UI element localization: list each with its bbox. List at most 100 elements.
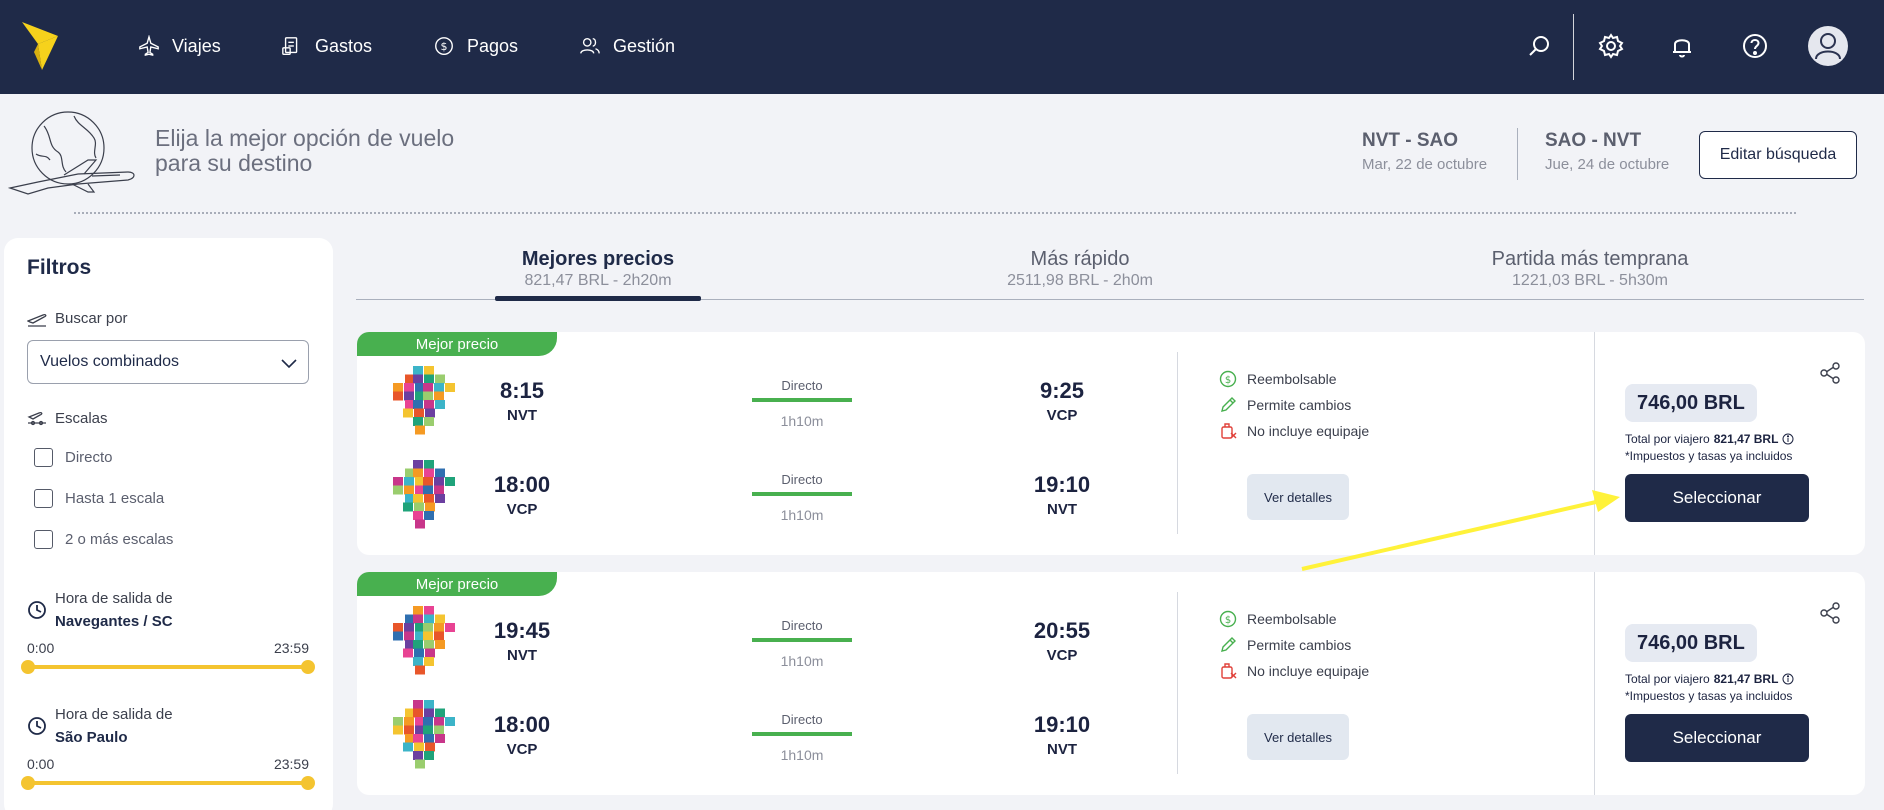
logo-tile xyxy=(393,725,403,735)
plane-icon xyxy=(139,35,159,57)
total-label: Total por viajero xyxy=(1625,432,1710,446)
logo-tile xyxy=(424,614,434,624)
logo-tile xyxy=(404,725,414,735)
tab-mejores-precios[interactable]: Mejores precios 821,47 BRL - 2h20m xyxy=(498,248,698,290)
logo-tile xyxy=(413,417,423,426)
info-icon[interactable] xyxy=(1782,433,1794,445)
edit-search-button[interactable]: Editar búsqueda xyxy=(1699,131,1857,179)
departure-place: São Paulo xyxy=(55,729,128,746)
checkbox[interactable] xyxy=(34,530,53,549)
logo-tile xyxy=(403,648,413,658)
slider-handle-start[interactable] xyxy=(21,660,35,674)
logo-tile xyxy=(404,631,414,641)
logo-tile xyxy=(415,485,425,495)
departure-time: 8:15 xyxy=(499,378,545,403)
nav-gastos[interactable]: Gastos xyxy=(281,32,372,60)
slider-handle-end[interactable] xyxy=(301,660,315,674)
logo-tile xyxy=(425,408,435,418)
gear-icon[interactable] xyxy=(1597,32,1625,60)
logo-tile xyxy=(435,374,445,384)
logo-tile xyxy=(434,623,444,632)
logo-icon[interactable] xyxy=(22,22,58,70)
help-icon[interactable] xyxy=(1741,32,1769,60)
logo-tile xyxy=(405,734,415,743)
card-divider xyxy=(1177,352,1178,534)
checkbox[interactable] xyxy=(34,489,53,508)
logo-tile xyxy=(403,502,413,512)
logo-tile xyxy=(404,383,414,392)
logo-tile xyxy=(434,391,444,401)
search-icon[interactable] xyxy=(1526,32,1554,60)
flight-duration: 1h10m xyxy=(780,413,824,429)
logo-tile xyxy=(423,717,433,726)
logo-tile xyxy=(434,631,444,641)
feature-label: No incluye equipaje xyxy=(1247,663,1370,679)
tab-label: Mejores precios xyxy=(521,248,675,270)
stops-option-directo[interactable]: Directo xyxy=(34,448,113,467)
best-price-badge: Mejor precio xyxy=(357,332,557,356)
tab-label: Partida más temprana xyxy=(1491,248,1689,270)
departure-filter-sao-paulo: Hora de salida de São Paulo 0:00 23:59 xyxy=(21,706,315,790)
chevron-down-icon xyxy=(281,359,297,369)
flight-leg-outbound: 19:45 NVT Directo 1h10m 20:55 VCP xyxy=(357,602,1187,682)
departure-time-slider[interactable] xyxy=(21,776,315,790)
logo-tile xyxy=(415,519,425,529)
select-flight-button[interactable]: Seleccionar xyxy=(1625,714,1809,762)
share-icon[interactable] xyxy=(1819,602,1841,624)
logo-tile xyxy=(424,640,434,649)
slider-handle-end[interactable] xyxy=(301,776,315,790)
stops-option-2-escalas[interactable]: 2 o más escalas xyxy=(34,530,173,549)
logo-tile xyxy=(393,383,403,392)
range-start: 0:00 xyxy=(27,756,55,772)
flight-type: Directo xyxy=(781,618,823,633)
airline-logo-icon xyxy=(393,366,455,435)
avatar[interactable] xyxy=(1808,26,1848,66)
tab-mas-rapido[interactable]: Más rápido 2511,98 BRL - 2h0m xyxy=(980,248,1180,290)
top-navbar: Viajes Gastos $ Pagos Gestión xyxy=(0,0,1884,94)
logo-tile xyxy=(404,717,414,726)
logo-tile xyxy=(434,725,444,735)
tab-partida-mas-temprana[interactable]: Partida más temprana 1221,03 BRL - 5h30m xyxy=(1460,248,1720,290)
best-price-badge: Mejor precio xyxy=(357,572,557,596)
departure-time-slider[interactable] xyxy=(21,660,315,674)
route-inbound: SAO - NVT Jue, 24 de octubre xyxy=(1545,130,1669,173)
logo-tile xyxy=(413,734,423,743)
flight-type: Directo xyxy=(781,472,823,487)
select-flight-button[interactable]: Seleccionar xyxy=(1625,474,1809,522)
total-per-traveler: Total por viajero 821,47 BRL xyxy=(1625,432,1794,446)
logo-tile xyxy=(445,383,455,392)
flight-leg-outbound: 8:15 NVT Directo 1h10m 9:25 VCP xyxy=(357,362,1187,442)
logo-tile xyxy=(413,460,423,469)
nav-pagos[interactable]: $ Pagos xyxy=(433,32,518,60)
stops-option-1-escala[interactable]: Hasta 1 escala xyxy=(34,489,164,508)
view-details-button[interactable]: Ver detalles xyxy=(1247,714,1349,760)
select-value: Vuelos combinados xyxy=(40,353,180,370)
route-date: Jue, 24 de octubre xyxy=(1545,156,1670,173)
feature-label: Reembolsable xyxy=(1247,371,1337,387)
feature-baggage: No incluye equipaje xyxy=(1219,422,1369,440)
slider-handle-start[interactable] xyxy=(21,776,35,790)
nav-gestion[interactable]: Gestión xyxy=(579,32,675,60)
logo-tile xyxy=(404,485,414,495)
logo-tile xyxy=(413,700,423,709)
nav-viajes[interactable]: Viajes xyxy=(138,32,221,60)
logo-tile xyxy=(393,485,403,495)
info-icon[interactable] xyxy=(1782,673,1794,685)
logo-tile xyxy=(423,725,433,735)
flight-type: Directo xyxy=(781,378,823,393)
logo-tile xyxy=(403,742,413,752)
view-details-button[interactable]: Ver detalles xyxy=(1247,474,1349,520)
logo-tile xyxy=(405,468,415,478)
search-by-select[interactable]: Vuelos combinados xyxy=(27,340,309,384)
tab-sub: 2511,98 BRL - 2h0m xyxy=(1007,272,1153,289)
bell-icon[interactable] xyxy=(1668,32,1696,60)
share-icon[interactable] xyxy=(1819,362,1841,384)
checkbox[interactable] xyxy=(34,448,53,467)
logo-tile xyxy=(413,640,423,649)
route-outbound: NVT - SAO Mar, 22 de octubre xyxy=(1362,130,1487,173)
checkbox-label: Directo xyxy=(65,449,113,466)
arrival-time: 19:10 xyxy=(1033,472,1091,497)
logo-tile xyxy=(423,485,433,495)
logo-tile xyxy=(445,623,455,632)
logo-tile xyxy=(413,614,423,624)
